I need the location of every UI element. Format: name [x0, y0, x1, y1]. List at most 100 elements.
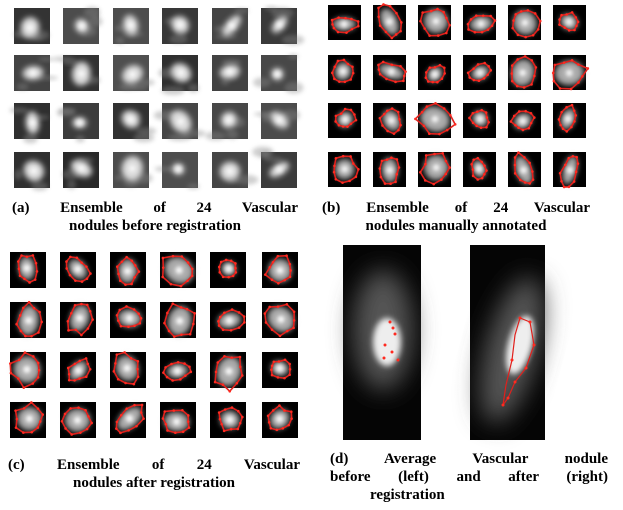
annotation-point	[528, 182, 531, 185]
annotation-point	[219, 418, 222, 421]
annotation-point	[218, 324, 221, 327]
annotation-point	[163, 410, 166, 413]
annotation-point	[230, 428, 233, 431]
annotation-point	[397, 359, 400, 362]
annotation-point	[502, 404, 505, 407]
tile-texture	[234, 8, 249, 13]
annotation-point	[85, 375, 88, 378]
annotation-point	[284, 358, 287, 361]
annotation-point	[20, 330, 23, 333]
annotation-point	[439, 64, 442, 67]
nodule-core	[177, 22, 183, 28]
annotation-point	[180, 306, 183, 309]
annotation-point	[510, 120, 513, 123]
annotation-point	[230, 356, 233, 359]
annotation-point	[517, 34, 520, 37]
annotation-point	[524, 36, 527, 39]
annotation-point	[581, 75, 584, 78]
nodule-core	[340, 68, 347, 75]
annotation-point	[444, 173, 447, 176]
annotation-point	[441, 77, 444, 80]
nodule-core	[565, 115, 572, 122]
annotation-point	[118, 309, 121, 312]
annotation-point	[485, 126, 488, 129]
annotation-point	[18, 268, 21, 271]
nodule-tile	[62, 152, 99, 189]
annotation-point	[9, 362, 12, 365]
annotation-point	[343, 59, 346, 62]
annotation-point	[382, 61, 385, 64]
annotation-point	[137, 360, 140, 363]
annotation-point	[35, 262, 38, 265]
nodule-tile	[508, 151, 541, 187]
annotation-point	[472, 122, 475, 125]
annotation-point	[486, 73, 489, 76]
annotation-point	[421, 111, 424, 114]
nodule-tile	[60, 252, 96, 288]
nodule-core	[433, 18, 440, 25]
annotation-point	[171, 379, 174, 382]
annotation-point	[271, 328, 274, 331]
nodule-core	[128, 22, 134, 28]
nodule-core	[130, 72, 136, 78]
annotation-point	[385, 78, 388, 81]
annotation-point	[272, 409, 275, 412]
annotation-point	[570, 126, 573, 129]
annotation-point	[355, 119, 358, 122]
annotation-point	[179, 378, 182, 381]
annotation-point	[425, 154, 428, 157]
annotation-point	[395, 173, 398, 176]
annotation-point	[89, 272, 92, 275]
nodule-tile	[328, 103, 361, 138]
annotation-point	[287, 424, 290, 427]
annotation-point	[395, 12, 398, 15]
annotation-point	[467, 71, 470, 74]
nodule-core	[225, 265, 232, 272]
annotation-point	[113, 370, 116, 373]
annotation-point	[525, 367, 528, 370]
average-after	[467, 245, 556, 440]
annotation-point	[344, 80, 347, 83]
annotation-point	[289, 269, 292, 272]
nodule-tile	[155, 152, 200, 189]
annotation-point	[78, 377, 81, 380]
annotation-point	[531, 170, 534, 173]
annotation-point	[355, 175, 358, 178]
annotation-point	[289, 368, 292, 371]
annotation-point	[243, 321, 246, 324]
nodule-tile	[110, 351, 146, 388]
annotation-point	[378, 167, 381, 170]
annotation-point	[193, 312, 196, 315]
annotation-point	[352, 72, 355, 75]
nodule-tile	[508, 55, 541, 90]
annotation-point	[37, 376, 40, 379]
annotation-point	[398, 118, 401, 121]
annotation-point	[192, 323, 195, 326]
annotation-point	[272, 261, 275, 264]
annotation-point	[77, 406, 80, 409]
annotation-point	[574, 16, 577, 19]
annotation-point	[351, 66, 354, 69]
annotation-point	[138, 270, 141, 273]
annotation-point	[471, 112, 474, 115]
annotation-point	[293, 310, 296, 313]
annotation-point	[398, 166, 401, 169]
annotation-point	[390, 156, 393, 159]
annotation-point	[186, 279, 189, 282]
nodule-tile	[414, 102, 456, 138]
annotation-point	[394, 333, 397, 336]
nodule-tile	[553, 5, 586, 40]
annotation-point	[382, 3, 385, 6]
annotation-point	[344, 108, 347, 111]
annotation-point	[568, 29, 571, 32]
annotation-point	[290, 417, 293, 420]
nodule-tile	[262, 252, 298, 288]
nodule-tile	[418, 5, 453, 40]
annotation-point	[38, 369, 41, 372]
annotation-point	[123, 351, 126, 354]
annotation-point	[333, 165, 336, 168]
annotation-point	[558, 18, 561, 21]
annotation-point	[241, 416, 244, 419]
nodule-tile	[205, 103, 248, 141]
annotation-point	[404, 70, 407, 73]
